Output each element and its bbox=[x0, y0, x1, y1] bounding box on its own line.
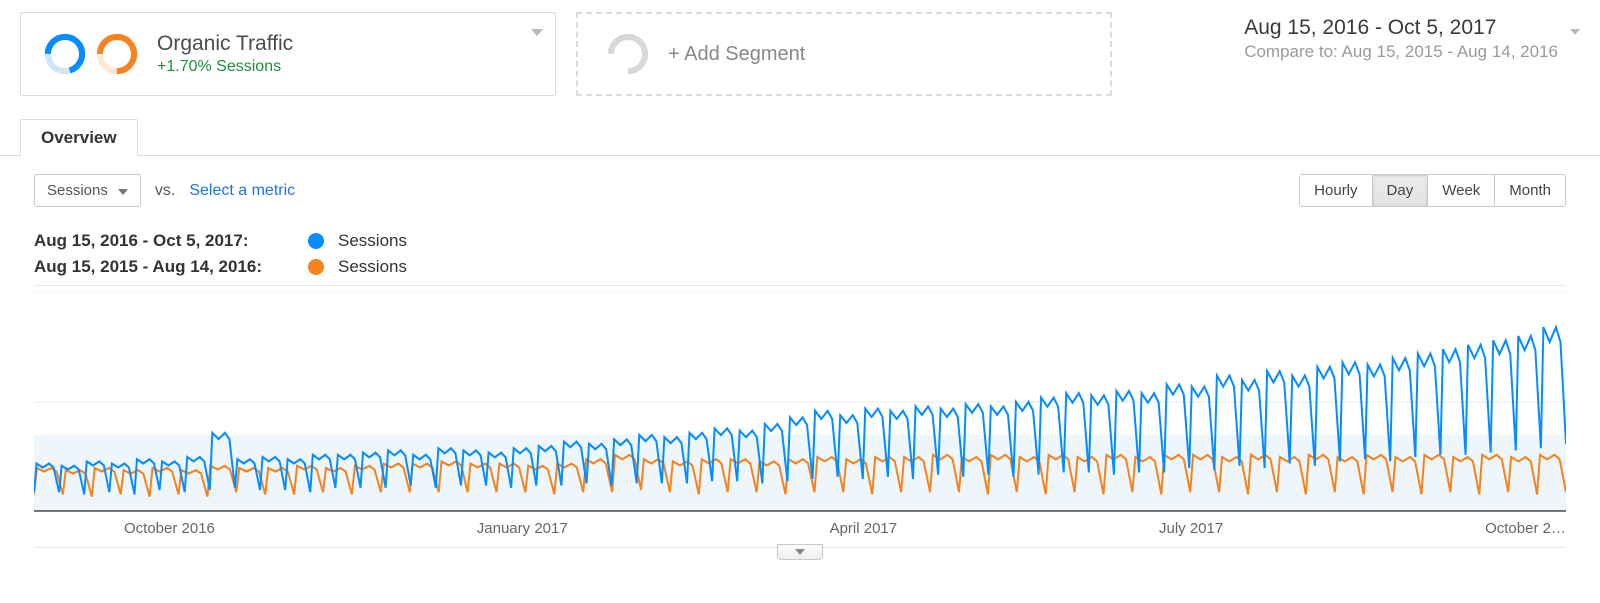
x-axis-ticks: October 2016 January 2017 April 2017 July 2… bbox=[34, 512, 1566, 548]
sessions-chart[interactable] bbox=[34, 292, 1566, 512]
segment-card[interactable]: Organic Traffic +1.70% Sessions bbox=[20, 12, 556, 96]
date-compare-range: Aug 15, 2015 - Aug 14, 2016 bbox=[1342, 42, 1558, 61]
legend-line: Aug 15, 2015 - Aug 14, 2016: Sessions bbox=[34, 257, 1566, 277]
x-tick: April 2017 bbox=[830, 520, 898, 537]
segment-title: Organic Traffic bbox=[157, 32, 293, 56]
granularity-hourly[interactable]: Hourly bbox=[1300, 175, 1371, 206]
donut-previous-icon bbox=[95, 32, 139, 76]
date-primary: Aug 15, 2016 - Oct 5, 2017 bbox=[1244, 16, 1558, 40]
metric-label: Sessions bbox=[47, 182, 108, 199]
caret-down-icon[interactable] bbox=[1570, 22, 1580, 38]
metric-dropdown[interactable]: Sessions bbox=[34, 174, 141, 207]
select-metric-link[interactable]: Select a metric bbox=[189, 182, 295, 200]
add-segment-label: + Add Segment bbox=[668, 43, 805, 66]
legend-line: Aug 15, 2016 - Oct 5, 2017: Sessions bbox=[34, 231, 1566, 251]
granularity-toggle: HourlyDayWeekMonth bbox=[1299, 174, 1566, 207]
legend-dot-icon bbox=[308, 259, 324, 275]
date-compare: Compare to: Aug 15, 2015 - Aug 14, 2016 bbox=[1244, 42, 1558, 62]
expand-handle[interactable] bbox=[777, 544, 823, 560]
caret-down-icon bbox=[795, 547, 805, 558]
legend-range: Aug 15, 2015 - Aug 14, 2016: bbox=[34, 257, 294, 277]
chevron-down-icon[interactable] bbox=[531, 23, 543, 39]
donut-current-icon bbox=[43, 32, 87, 76]
legend-label: Sessions bbox=[338, 257, 407, 277]
segment-delta: +1.70% Sessions bbox=[157, 58, 293, 76]
date-compare-prefix: Compare to: bbox=[1244, 42, 1341, 61]
legend-label: Sessions bbox=[338, 231, 407, 251]
vs-label: vs. bbox=[155, 182, 175, 200]
x-tick: October 2… bbox=[1485, 520, 1566, 537]
granularity-day[interactable]: Day bbox=[1372, 175, 1428, 206]
x-tick: July 2017 bbox=[1159, 520, 1223, 537]
granularity-month[interactable]: Month bbox=[1494, 175, 1565, 206]
add-segment-ring-icon bbox=[606, 32, 650, 76]
tabs: Overview bbox=[0, 118, 1600, 156]
date-range-picker[interactable]: Aug 15, 2016 - Oct 5, 2017 Compare to: A… bbox=[1244, 12, 1580, 62]
legend-dot-icon bbox=[308, 233, 324, 249]
segment-donuts bbox=[43, 32, 139, 76]
legend: Aug 15, 2016 - Oct 5, 2017:SessionsAug 1… bbox=[0, 207, 1600, 277]
granularity-week[interactable]: Week bbox=[1427, 175, 1494, 206]
x-tick: October 2016 bbox=[124, 520, 215, 537]
tab-overview[interactable]: Overview bbox=[20, 119, 138, 156]
chart: October 2016 January 2017 April 2017 July 2… bbox=[34, 286, 1566, 548]
caret-down-icon bbox=[118, 182, 128, 199]
add-segment-button[interactable]: + Add Segment bbox=[576, 12, 1112, 96]
x-tick: January 2017 bbox=[477, 520, 568, 537]
legend-range: Aug 15, 2016 - Oct 5, 2017: bbox=[34, 231, 294, 251]
